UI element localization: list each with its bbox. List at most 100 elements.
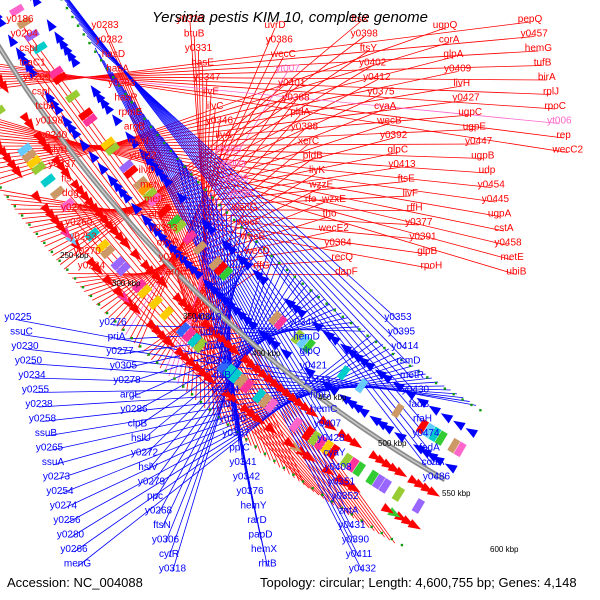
cog-block-outer <box>159 305 175 321</box>
forward-cds-arrow <box>40 202 52 216</box>
gene-label: rplJ <box>543 87 559 98</box>
forward-cds-arrow <box>282 436 296 449</box>
gene-label: y0225 <box>4 312 32 323</box>
gene-label: y0340 <box>219 414 247 425</box>
reverse-cds-arrow <box>440 413 454 424</box>
forward-gene-arrow <box>305 406 319 418</box>
cog-block-inner <box>100 136 116 151</box>
cog-block-outer <box>187 332 203 348</box>
gene-label: y0386 <box>266 35 294 46</box>
cog-dot <box>169 149 173 153</box>
gene-label: y0421 <box>300 361 328 372</box>
cog-dot <box>118 84 121 87</box>
cog-block-inner <box>434 430 448 446</box>
cog-block-inner <box>208 255 223 271</box>
gene-label: y0351 <box>328 477 356 488</box>
gene-label: ilvC <box>207 101 224 112</box>
cog-dot <box>461 398 464 401</box>
gene-label: livH <box>453 78 470 89</box>
gene-label-line <box>72 259 343 279</box>
gene-label: argE <box>120 390 141 401</box>
forward-cds-arrow <box>380 503 395 514</box>
cog-dot <box>199 400 203 404</box>
gene-label: y0334 <box>212 385 240 396</box>
cog-dot <box>164 369 168 372</box>
gene-label: y0274 <box>50 501 78 512</box>
cog-dot <box>358 328 361 331</box>
reverse-cds-arrow <box>374 369 388 380</box>
gene-label-line <box>52 365 414 466</box>
gene-label-line <box>0 75 547 81</box>
cog-dot <box>43 241 46 245</box>
forward-gene-arrow <box>245 358 259 371</box>
forward-cds-arrow <box>50 214 62 228</box>
gene-label: cspI <box>32 87 50 98</box>
gene-label: rhlB <box>213 370 231 381</box>
gene-label: y0341 <box>229 457 257 468</box>
cog-block-outer <box>339 452 354 469</box>
cog-block-outer <box>320 439 335 456</box>
cog-dot <box>81 286 85 289</box>
cog-dot <box>143 117 146 120</box>
gene-label: y0407 <box>314 419 342 430</box>
topology-text: Topology: circular; Length: 4,600,755 bp… <box>260 575 577 590</box>
reverse-gene-arrow <box>257 329 270 341</box>
feature-track <box>0 0 479 530</box>
cog-dot <box>197 181 200 184</box>
forward-cds-arrow <box>0 140 4 154</box>
kbp-tick-label: 500 kbp <box>378 439 407 448</box>
gene-label: pldB <box>303 151 323 162</box>
gene-label-line <box>0 138 488 174</box>
forward-cds-arrow <box>65 233 77 246</box>
reverse-gene-arrow <box>0 18 7 28</box>
cog-block-inner <box>428 426 442 443</box>
forward-gene-arrow <box>281 387 295 400</box>
cog-block-inner <box>142 186 158 202</box>
gene-label: y0284 <box>78 261 106 272</box>
gene-label-line <box>137 27 276 348</box>
gene-label: y0443 <box>303 375 331 386</box>
cog-dot <box>247 233 251 236</box>
forward-gene-arrow <box>251 363 265 376</box>
cog-dot <box>278 261 281 265</box>
gene-label-line <box>142 113 325 413</box>
gene-label: hasR <box>114 93 137 104</box>
cog-dot <box>443 387 447 390</box>
gene-label: trmA <box>204 341 225 352</box>
gene-label: y0283 <box>91 20 119 31</box>
cog-block-inner <box>24 28 40 42</box>
gene-label: y0265 <box>36 443 64 454</box>
forward-cds-arrow <box>321 464 335 476</box>
gene-label: ppc <box>147 491 163 502</box>
reverse-cds-arrow <box>90 85 102 98</box>
gene-label: y0388 <box>291 122 319 133</box>
gene-label-line <box>0 56 454 174</box>
cog-block-inner <box>118 159 134 174</box>
reverse-gene-arrow <box>444 463 458 474</box>
map-title: Yersinia pestis KIM 10, complete genome <box>152 9 428 26</box>
forward-gene-arrow <box>407 474 421 486</box>
gene-label: hasA <box>106 64 129 75</box>
cog-dot <box>112 76 115 79</box>
gene-label: ftsY <box>360 43 378 54</box>
forward-gene-arrow <box>336 428 350 440</box>
kbp-tick-label: 300 kbp <box>112 279 141 288</box>
cog-block-inner <box>296 333 311 349</box>
forward-gene-arrow <box>84 196 96 210</box>
cog-block-inner <box>422 422 436 439</box>
gene-label: zntA <box>338 506 358 517</box>
gene-label: glpB <box>417 246 437 257</box>
cog-block-outer <box>326 443 341 460</box>
gene-label: wecB <box>376 116 402 127</box>
cog-block-outer <box>288 416 303 433</box>
forward-gene-arrow <box>0 73 5 87</box>
cog-block-inner <box>16 16 33 30</box>
gene-label: wecG <box>231 203 258 214</box>
gene-label: y0272 <box>131 448 159 459</box>
cog-dot <box>240 226 243 229</box>
forward-cds-arrow <box>173 346 187 359</box>
gene-label-line <box>0 121 513 261</box>
gene-label-line <box>147 119 321 398</box>
cog-block-inner <box>123 164 139 179</box>
gene-label: oxyR <box>157 238 180 249</box>
